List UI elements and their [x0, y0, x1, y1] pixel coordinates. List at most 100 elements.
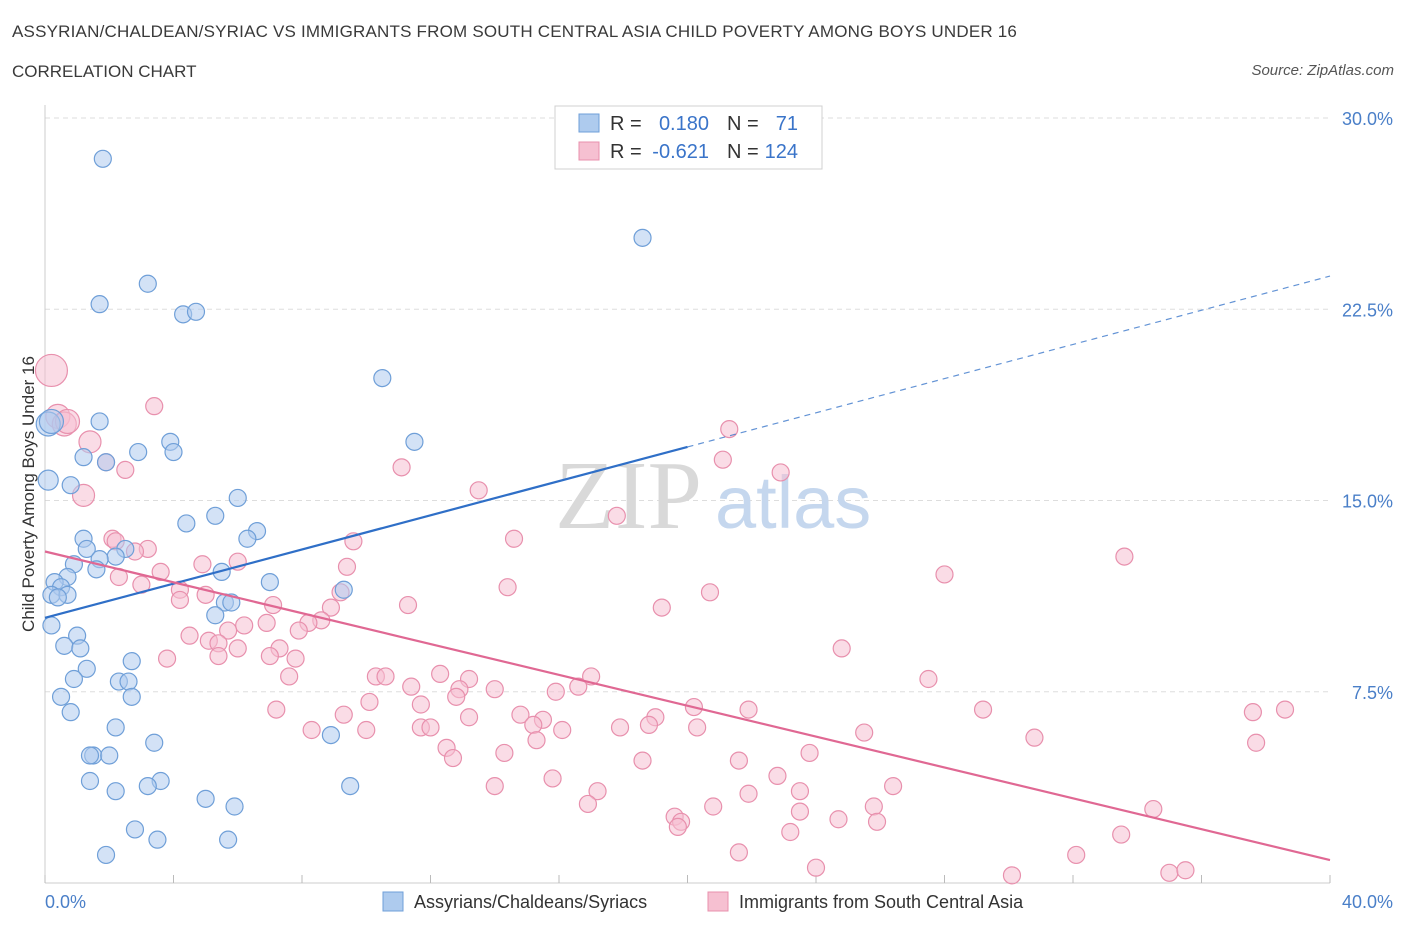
point-immigrants — [527, 731, 546, 750]
point-immigrants — [704, 797, 723, 816]
point-immigrants — [392, 458, 411, 477]
point-assyrians — [206, 506, 225, 525]
point-immigrants — [829, 810, 848, 829]
point-assyrians — [119, 672, 138, 691]
point-assyrians — [71, 639, 90, 658]
point-assyrians — [260, 572, 279, 592]
point-assyrians — [90, 295, 109, 314]
point-immigrants — [267, 700, 286, 719]
watermark-zip: ZIP — [555, 442, 702, 550]
point-assyrians — [125, 820, 145, 839]
point-immigrants — [1243, 703, 1263, 722]
point-immigrants — [321, 598, 341, 617]
point-assyrians — [42, 616, 61, 635]
point-immigrants — [193, 555, 212, 574]
point-assyrians — [55, 636, 74, 655]
point-immigrants — [588, 782, 607, 801]
point-assyrians — [61, 476, 80, 495]
point-assyrians — [37, 469, 59, 491]
legend-label-assyrians: Assyrians/Chaldeans/Syriacs — [414, 892, 647, 912]
series-immigrants-points — [34, 353, 1295, 885]
y-tick-labels: 7.5% 15.0% 22.5% 30.0% — [1342, 109, 1393, 703]
y-tick-label: 7.5% — [1352, 683, 1393, 703]
point-assyrians — [228, 488, 247, 508]
point-immigrants — [883, 776, 903, 796]
point-assyrians — [90, 412, 109, 431]
point-immigrants — [459, 708, 479, 727]
point-assyrians — [122, 652, 141, 671]
point-assyrians — [61, 703, 80, 722]
point-assyrians — [206, 606, 225, 625]
point-immigrants — [607, 506, 626, 525]
stats-r-value-2: -0.621 — [652, 141, 709, 163]
legend-swatch-immigrants — [707, 891, 729, 912]
point-immigrants — [485, 680, 504, 699]
point-assyrians — [106, 782, 125, 801]
point-immigrants — [832, 639, 851, 658]
point-immigrants — [1275, 700, 1295, 719]
point-immigrants — [1160, 863, 1179, 882]
point-assyrians — [48, 588, 67, 607]
point-immigrants — [447, 687, 466, 706]
point-immigrants — [864, 797, 883, 816]
point-assyrians — [122, 687, 141, 706]
point-assyrians — [80, 746, 100, 765]
chart-source: Source: ZipAtlas.com — [1251, 62, 1394, 79]
point-assyrians — [64, 669, 84, 689]
point-immigrants — [771, 463, 790, 482]
point-assyrians — [164, 442, 183, 462]
stats-n-label-2: N = — [727, 141, 759, 163]
point-immigrants — [553, 720, 572, 740]
point-immigrants — [1067, 845, 1086, 865]
point-assyrians — [80, 771, 100, 791]
point-assyrians — [77, 539, 96, 559]
point-immigrants — [919, 669, 938, 689]
point-immigrants — [867, 812, 887, 831]
stats-swatch-pink — [578, 141, 600, 161]
stats-r-value-1: 0.180 — [659, 113, 709, 135]
point-assyrians — [38, 408, 65, 435]
y-tick-label: 22.5% — [1342, 300, 1393, 320]
point-assyrians — [93, 149, 112, 168]
stats-n-label-1: N = — [727, 113, 759, 135]
point-immigrants — [286, 649, 305, 668]
point-immigrants — [668, 817, 687, 837]
y-axis-label: Child Poverty Among Boys Under 16 — [19, 356, 38, 632]
stats-r-label-1: R = — [610, 113, 642, 135]
point-immigrants — [398, 595, 418, 615]
point-immigrants — [1115, 547, 1134, 566]
point-immigrants — [729, 751, 749, 770]
stats-n-value-1: 71 — [776, 113, 798, 135]
point-assyrians — [106, 547, 125, 566]
watermark: ZIP atlas — [555, 442, 871, 550]
point-immigrants — [431, 664, 450, 684]
trend-line-assyrians — [44, 445, 688, 619]
stats-n-value-2: 124 — [765, 141, 798, 163]
point-immigrants — [700, 583, 720, 602]
point-immigrants — [289, 621, 308, 640]
point-assyrians — [77, 659, 96, 678]
point-assyrians — [129, 442, 148, 462]
point-immigrants — [219, 621, 238, 640]
point-immigrants — [280, 667, 299, 686]
point-immigrants — [973, 700, 993, 719]
point-immigrants — [145, 397, 164, 416]
point-assyrians — [196, 789, 215, 808]
point-immigrants — [1144, 799, 1163, 819]
chart-subtitle: CORRELATION CHART — [12, 62, 197, 81]
point-immigrants — [260, 646, 279, 666]
point-immigrants — [524, 715, 543, 735]
point-immigrants — [739, 784, 758, 803]
point-immigrants — [790, 782, 810, 801]
point-immigrants — [781, 822, 800, 842]
point-assyrians — [138, 776, 157, 796]
point-immigrants — [855, 723, 874, 742]
y-tick-label: 30.0% — [1342, 109, 1393, 129]
point-immigrants — [543, 769, 562, 788]
point-immigrants — [402, 677, 421, 696]
point-immigrants — [469, 481, 488, 500]
point-immigrants — [546, 682, 565, 701]
point-immigrants — [421, 718, 440, 737]
point-assyrians — [225, 797, 244, 816]
point-immigrants — [337, 557, 357, 576]
